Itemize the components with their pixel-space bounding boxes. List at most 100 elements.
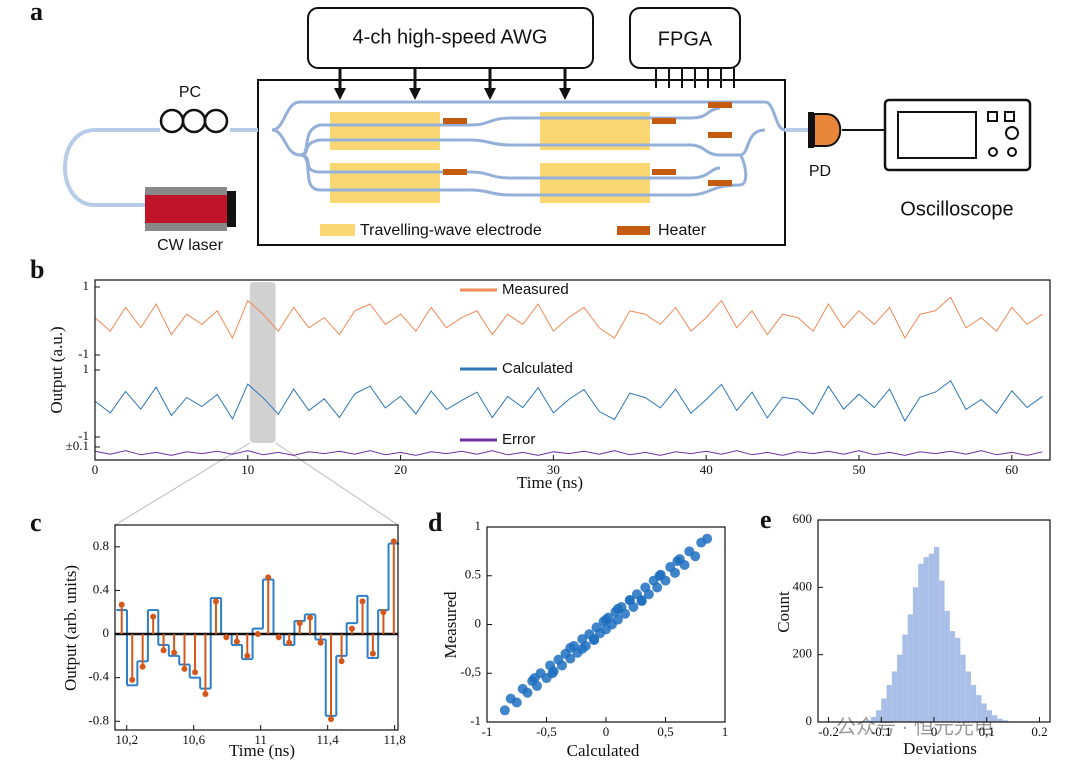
scope-knobs bbox=[987, 111, 1019, 157]
y-tick-label: 0.4 bbox=[93, 581, 110, 596]
stem-head bbox=[192, 669, 199, 676]
point bbox=[565, 653, 576, 664]
point bbox=[702, 533, 713, 544]
bin bbox=[907, 614, 913, 722]
stem-head bbox=[171, 649, 178, 656]
bin bbox=[886, 684, 892, 722]
laser-cap bbox=[145, 187, 227, 195]
zoom-highlight bbox=[249, 282, 276, 443]
x-axis-label: Deviations bbox=[903, 739, 977, 758]
awg-box bbox=[307, 7, 594, 69]
x-tick-label: -1 bbox=[482, 724, 493, 739]
point bbox=[531, 680, 542, 691]
stem-head bbox=[380, 609, 387, 616]
panel-label: c bbox=[30, 508, 42, 537]
x-tick-label: 0 bbox=[92, 462, 99, 477]
axes-frame bbox=[114, 524, 399, 731]
stem-head bbox=[139, 663, 146, 670]
x-tick-label: -0,5 bbox=[536, 724, 557, 739]
zoom-guide bbox=[114, 442, 251, 526]
legend-label: Calculated bbox=[502, 360, 573, 377]
pd bbox=[813, 113, 842, 147]
point bbox=[511, 697, 522, 708]
stem-head bbox=[129, 676, 136, 683]
point bbox=[577, 643, 588, 654]
y-tick-label: 1 bbox=[83, 361, 90, 376]
bin bbox=[997, 718, 1003, 722]
panel-label: b bbox=[30, 255, 44, 284]
x-tick-label: 50 bbox=[853, 462, 866, 477]
stem-head bbox=[328, 716, 335, 723]
x-tick-label: 20 bbox=[394, 462, 407, 477]
x-tick-label: 1 bbox=[722, 724, 729, 739]
stem-head bbox=[296, 620, 303, 627]
stem-head bbox=[275, 634, 282, 641]
bin bbox=[876, 710, 882, 722]
legend-electrode: Travelling-wave electrode bbox=[360, 222, 542, 239]
point bbox=[565, 642, 576, 653]
x-tick-label: 11,4 bbox=[317, 732, 340, 747]
stem-head bbox=[202, 691, 209, 698]
x-tick-label: 0,5 bbox=[657, 724, 673, 739]
x-tick-label: 0.2 bbox=[1031, 724, 1047, 739]
fpga-pins bbox=[655, 68, 735, 88]
panel-label: a bbox=[30, 0, 43, 26]
stem-head bbox=[160, 647, 167, 654]
point bbox=[620, 608, 631, 619]
bin bbox=[912, 587, 919, 722]
point bbox=[601, 614, 611, 625]
stem-head bbox=[359, 598, 366, 605]
bin bbox=[870, 716, 876, 722]
fpga-label: FPGA bbox=[658, 28, 713, 50]
point bbox=[589, 635, 600, 646]
signal-line bbox=[94, 450, 1043, 456]
x-tick-label: 30 bbox=[547, 462, 560, 477]
x-axis-label: Calculated bbox=[567, 741, 640, 760]
point bbox=[612, 603, 623, 614]
legend-label: Error bbox=[502, 431, 535, 448]
y-axis-label: Output (arb. units) bbox=[61, 565, 80, 691]
legend-heater-swatch bbox=[617, 226, 650, 235]
y-tick-label: -0.8 bbox=[88, 712, 109, 727]
stem-head bbox=[338, 658, 345, 665]
zoom-guide bbox=[275, 442, 399, 526]
pd-plate bbox=[808, 112, 814, 148]
bin bbox=[965, 671, 971, 722]
x-tick-label: 10,2 bbox=[115, 732, 138, 747]
stem-head bbox=[212, 598, 219, 605]
point bbox=[643, 589, 654, 600]
oscilloscope bbox=[883, 98, 1032, 172]
fpga-box bbox=[629, 7, 741, 69]
bin bbox=[955, 637, 961, 722]
bin bbox=[992, 715, 998, 722]
waveguides bbox=[271, 100, 786, 197]
y-tick-label: 1 bbox=[83, 278, 90, 293]
stem-head bbox=[369, 650, 376, 657]
x-tick-label: 60 bbox=[1005, 462, 1018, 477]
bin bbox=[949, 631, 956, 722]
legend-electrode-swatch bbox=[320, 224, 355, 236]
y-tick-label: 0 bbox=[806, 713, 813, 728]
stem-head bbox=[265, 574, 272, 581]
y-tick-label: 400 bbox=[793, 578, 813, 593]
bin bbox=[923, 557, 929, 722]
bin bbox=[865, 720, 871, 722]
bin bbox=[944, 610, 950, 722]
stem-head bbox=[223, 634, 230, 641]
bin bbox=[928, 553, 934, 722]
signal-line bbox=[94, 379, 1043, 422]
heaters bbox=[443, 102, 732, 186]
signal-line bbox=[94, 296, 1043, 340]
stem-head bbox=[307, 614, 314, 621]
point bbox=[652, 582, 663, 593]
stem-head bbox=[233, 638, 240, 645]
point bbox=[636, 596, 647, 607]
y-tick-label: 200 bbox=[793, 646, 813, 661]
stem-head bbox=[317, 639, 324, 646]
y-tick-label: -0.4 bbox=[88, 669, 109, 684]
y-axis-label: Output (a.u.) bbox=[47, 326, 66, 413]
bin bbox=[976, 695, 982, 722]
y-tick-label: 0.5 bbox=[465, 567, 481, 582]
bin bbox=[939, 580, 945, 722]
